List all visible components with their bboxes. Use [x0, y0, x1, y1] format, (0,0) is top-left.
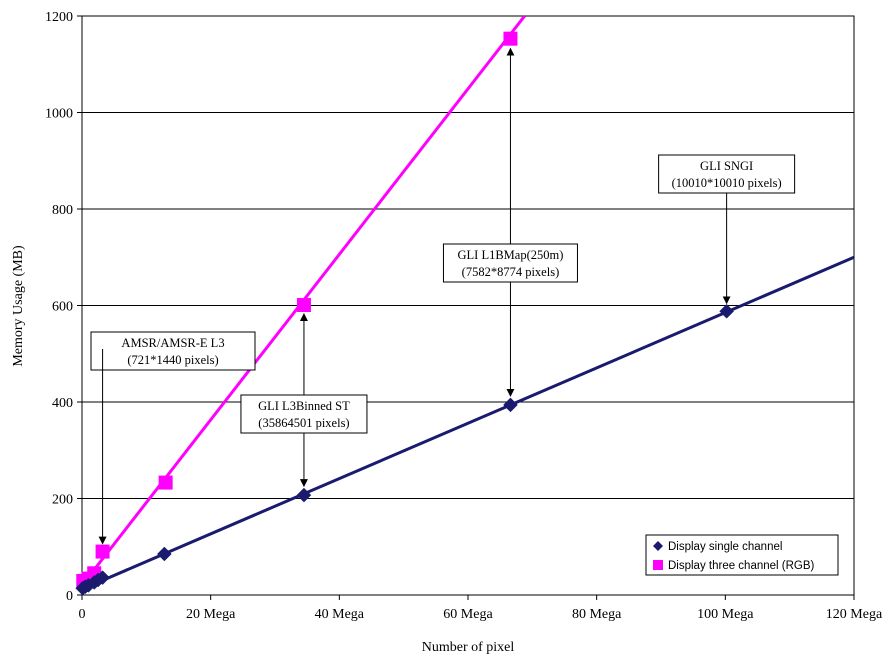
- diamond-marker: [719, 303, 734, 319]
- annotation-text: GLI SNGI: [700, 159, 753, 173]
- x-axis-title: Number of pixel: [422, 640, 515, 655]
- annotation-box: GLI L3Binned ST (35864501 pixels): [240, 394, 368, 434]
- square-marker: [503, 31, 518, 46]
- diamond-marker: [156, 546, 172, 562]
- series-single-channel: [75, 255, 854, 596]
- annotation-text: AMSR/AMSR-E L3: [121, 336, 224, 350]
- annotations: AMSR/AMSR-E L3 (721*1440 pixels) GLI L3Bin…: [90, 47, 796, 545]
- annotation-frame: [90, 331, 256, 371]
- series-three-channel: [76, 16, 526, 589]
- annotation-text: (10010*10010 pixels): [672, 176, 782, 190]
- y-tick-label: 1200: [45, 10, 73, 25]
- legend-label: Display three channel (RGB): [668, 560, 815, 572]
- y-tick-label: 600: [52, 300, 73, 315]
- y-tick-label: 400: [52, 396, 73, 411]
- annotation-box: AMSR/AMSR-E L3 (721*1440 pixels): [90, 331, 256, 371]
- legend-square-icon: [653, 560, 663, 570]
- annotation-frame: [240, 394, 368, 434]
- diamond-marker: [95, 570, 110, 585]
- annotation-text: (35864501 pixels): [258, 416, 349, 430]
- y-axis-title: Memory Usage (MB): [11, 245, 26, 367]
- axes: 0 200 400 600 800 1000 1200 0 20 Mega 40 Mega 60 M…: [45, 10, 883, 622]
- legend-item: Display single channel: [653, 541, 782, 553]
- x-tick-label: 80 Mega: [572, 607, 622, 622]
- legend: Display single channel Display three chan…: [645, 534, 839, 576]
- y-tick-label: 800: [52, 203, 73, 218]
- annotation-box: GLI L1BMap(250m) (7582*8774 pixels): [442, 243, 578, 283]
- annotation-text: GLI L3Binned ST: [258, 399, 350, 413]
- square-marker: [296, 298, 311, 313]
- y-tick-label: 200: [52, 493, 73, 508]
- legend-diamond-icon: [653, 541, 663, 551]
- legend-item: Display three channel (RGB): [653, 560, 815, 572]
- legend-label: Display single channel: [668, 541, 782, 553]
- annotation-box: GLI SNGI (10010*10010 pixels): [658, 154, 796, 194]
- x-tick-label: 100 Mega: [697, 607, 754, 622]
- square-marker: [158, 475, 173, 490]
- annotation-text: (7582*8774 pixels): [462, 265, 560, 279]
- x-tick-label: 60 Mega: [443, 607, 493, 622]
- annotation-text: (721*1440 pixels): [127, 353, 218, 367]
- series: [75, 16, 854, 596]
- annotation-text: GLI L1BMap(250m): [458, 248, 564, 262]
- diamond-marker: [296, 487, 312, 503]
- square-marker: [95, 544, 110, 559]
- x-tick-label: 0: [79, 607, 86, 622]
- y-tick-label: 0: [66, 589, 73, 604]
- y-tick-label: 1000: [45, 107, 73, 122]
- x-tick-label: 120 Mega: [826, 607, 883, 622]
- x-tick-label: 40 Mega: [315, 607, 365, 622]
- legend-frame: [645, 534, 839, 576]
- diamond-marker: [503, 397, 518, 413]
- x-tick-label: 20 Mega: [186, 607, 236, 622]
- annotation-frame: [658, 154, 796, 194]
- gridlines: [82, 112, 854, 499]
